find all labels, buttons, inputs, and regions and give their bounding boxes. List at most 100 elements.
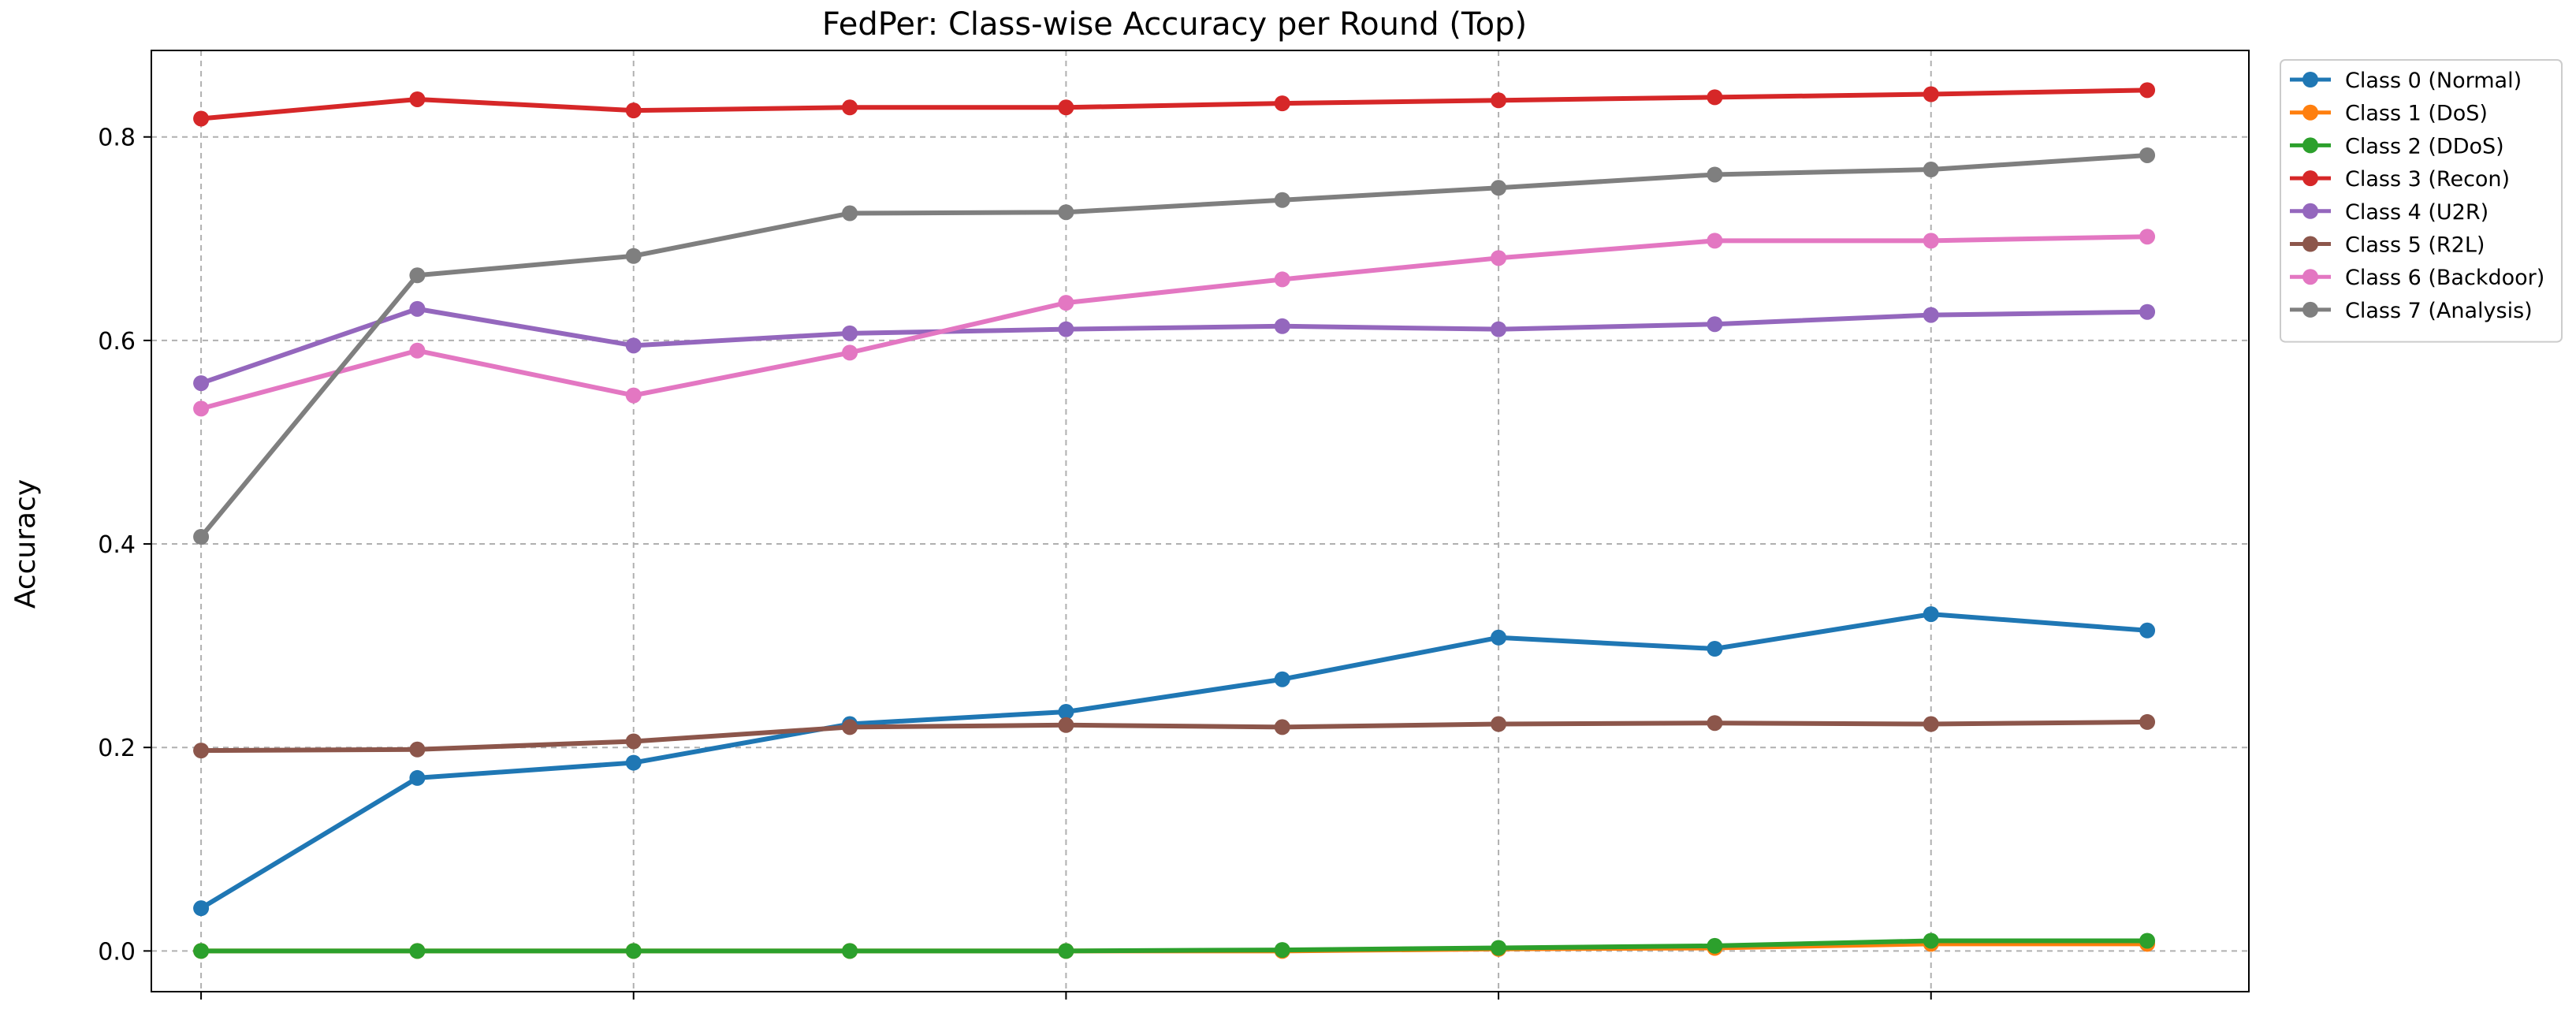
- data-point: [409, 342, 426, 359]
- axis-ticks: 0.0 0.2 0.4 0.6 0.8: [98, 125, 1932, 1000]
- legend-frame: [2280, 59, 2563, 343]
- data-point: [1058, 704, 1074, 720]
- data-point: [1707, 715, 1723, 732]
- data-point: [1491, 940, 1507, 956]
- data-point: [842, 344, 858, 361]
- series-7: [193, 147, 2156, 545]
- series-line: [200, 234, 2148, 411]
- data-point: [625, 943, 642, 959]
- data-point: [842, 99, 858, 116]
- data-point: [625, 754, 642, 771]
- legend-label: Class 4 (U2R): [2345, 200, 2489, 225]
- data-point: [1058, 99, 1074, 116]
- data-point: [1707, 233, 1723, 249]
- data-point: [1491, 716, 1507, 732]
- grid-lines: [151, 50, 2249, 992]
- y-tick-label: 0.0: [98, 938, 136, 966]
- data-point: [1491, 321, 1507, 337]
- legend-swatch-marker: [2302, 137, 2318, 154]
- series-4: [193, 300, 2156, 392]
- y-axis-label: Accuracy: [9, 479, 42, 609]
- data-point: [409, 91, 426, 107]
- data-point: [1274, 95, 1290, 112]
- data-point: [193, 110, 210, 127]
- data-point: [1058, 204, 1074, 221]
- data-point: [1707, 166, 1723, 183]
- data-point: [842, 205, 858, 222]
- legend-swatch-marker: [2302, 236, 2318, 252]
- series-2: [193, 933, 2156, 959]
- data-point: [1058, 295, 1074, 311]
- legend-item: Class 5 (R2L): [2290, 233, 2485, 258]
- legend-swatch-marker: [2302, 269, 2318, 285]
- legend-label: Class 6 (Backdoor): [2345, 266, 2544, 290]
- series-1: [193, 936, 2156, 959]
- y-tick-label: 0.4: [98, 531, 136, 559]
- legend-label: Class 3 (Recon): [2345, 167, 2510, 192]
- legend-item: Class 4 (U2R): [2290, 200, 2489, 225]
- data-point: [409, 300, 426, 317]
- data-point: [2139, 933, 2156, 949]
- legend-label: Class 1 (DoS): [2345, 102, 2488, 126]
- data-point: [193, 900, 210, 917]
- series-line: [200, 87, 2148, 121]
- series-line: [200, 306, 2148, 385]
- data-point: [1274, 192, 1290, 208]
- legend-label: Class 2 (DDoS): [2345, 134, 2504, 158]
- data-point: [625, 102, 642, 119]
- series-line: [201, 938, 2148, 954]
- legend-item: Class 0 (Normal): [2290, 69, 2522, 93]
- data-point: [2139, 147, 2156, 163]
- data-point: [842, 325, 858, 341]
- legend-swatch-marker: [2302, 301, 2318, 318]
- data-point: [625, 337, 642, 354]
- legend-swatch-marker: [2302, 72, 2318, 87]
- data-point: [1274, 719, 1290, 735]
- series-line: [201, 719, 2148, 754]
- legend-label: Class 0 (Normal): [2345, 69, 2522, 93]
- data-point: [842, 719, 858, 735]
- data-point: [1707, 937, 1723, 954]
- data-point: [842, 943, 858, 959]
- data-point: [1274, 942, 1290, 959]
- data-point: [1274, 671, 1290, 687]
- y-tick-label: 0.2: [98, 735, 136, 762]
- data-point: [409, 741, 426, 758]
- data-point: [193, 943, 210, 959]
- data-point: [1491, 92, 1507, 109]
- data-point: [1058, 943, 1074, 959]
- data-point: [1707, 89, 1723, 106]
- data-point: [1058, 321, 1074, 337]
- data-point: [409, 267, 426, 284]
- data-point: [409, 943, 426, 959]
- series-lines: [193, 82, 2156, 959]
- data-point: [1923, 606, 1939, 623]
- data-point: [193, 529, 210, 545]
- series-6: [193, 229, 2156, 417]
- data-point: [193, 400, 210, 417]
- data-point: [1923, 86, 1939, 102]
- data-point: [409, 769, 426, 786]
- data-point: [625, 387, 642, 404]
- data-point: [625, 248, 642, 264]
- data-point: [1923, 162, 1939, 178]
- legend-label: Class 5 (R2L): [2345, 233, 2485, 258]
- legend-swatch-marker: [2302, 170, 2318, 187]
- legend-item: Class 7 (Analysis): [2290, 299, 2533, 323]
- series-0: [193, 606, 2156, 917]
- series-5: [193, 713, 2156, 759]
- data-point: [1491, 250, 1507, 266]
- plot-area-frame: [151, 50, 2250, 992]
- data-point: [1274, 318, 1290, 334]
- y-tick-label: 0.8: [98, 125, 136, 152]
- legend-item: Class 1 (DoS): [2290, 102, 2488, 126]
- data-point: [1491, 180, 1507, 196]
- data-point: [2139, 303, 2156, 320]
- series-line: [199, 612, 2148, 910]
- series-3: [193, 82, 2156, 127]
- data-point: [1923, 233, 1939, 249]
- data-point: [1274, 271, 1290, 288]
- data-point: [2139, 229, 2156, 245]
- data-point: [1058, 717, 1074, 733]
- data-point: [2139, 82, 2156, 99]
